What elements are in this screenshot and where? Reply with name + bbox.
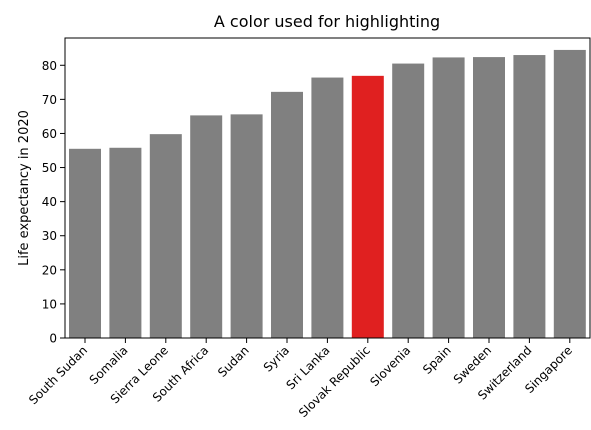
- plot-frame: [64, 37, 591, 339]
- y-tick-label: 80: [42, 59, 57, 73]
- bar-sudan: [230, 114, 263, 338]
- bar-sierra-leone: [149, 134, 182, 338]
- bar-south-sudan: [69, 148, 101, 338]
- y-tick-label: 70: [42, 93, 57, 107]
- y-tick-label: 50: [42, 161, 57, 175]
- bar-singapore: [553, 49, 586, 339]
- y-axis-ticks: 0 10 20 30 40 50 60 70 80: [42, 59, 65, 346]
- x-tick-label: Spain: [420, 343, 454, 377]
- y-tick-label: 0: [49, 332, 57, 346]
- chart-title: A color used for highlighting: [214, 12, 440, 31]
- bar-switzerland: [513, 55, 546, 339]
- y-tick-label: 20: [42, 263, 57, 277]
- y-axis-label: Life expectancy in 2020: [17, 110, 32, 266]
- bar-somalia: [109, 147, 142, 338]
- bar-syria: [271, 91, 303, 338]
- x-tick-label: South Sudan: [26, 343, 90, 407]
- x-tick-label: Sudan: [215, 343, 252, 380]
- x-tick-label: Slovenia: [367, 343, 413, 389]
- bar-south-africa: [190, 115, 223, 338]
- y-tick-label: 10: [42, 297, 57, 311]
- bar-spain: [432, 57, 465, 339]
- x-tick-label: Slovak Republic: [296, 343, 373, 420]
- bar-sweden: [473, 57, 505, 339]
- y-tick-label: 60: [42, 127, 57, 141]
- y-tick-label: 40: [42, 195, 57, 209]
- bar-slovenia: [392, 63, 425, 338]
- y-tick-label: 30: [42, 229, 57, 243]
- bar-sri-lanka: [311, 77, 344, 339]
- bar-slovak-republic: [351, 75, 384, 338]
- bars: [69, 49, 586, 339]
- x-tick-label: Syria: [261, 343, 292, 374]
